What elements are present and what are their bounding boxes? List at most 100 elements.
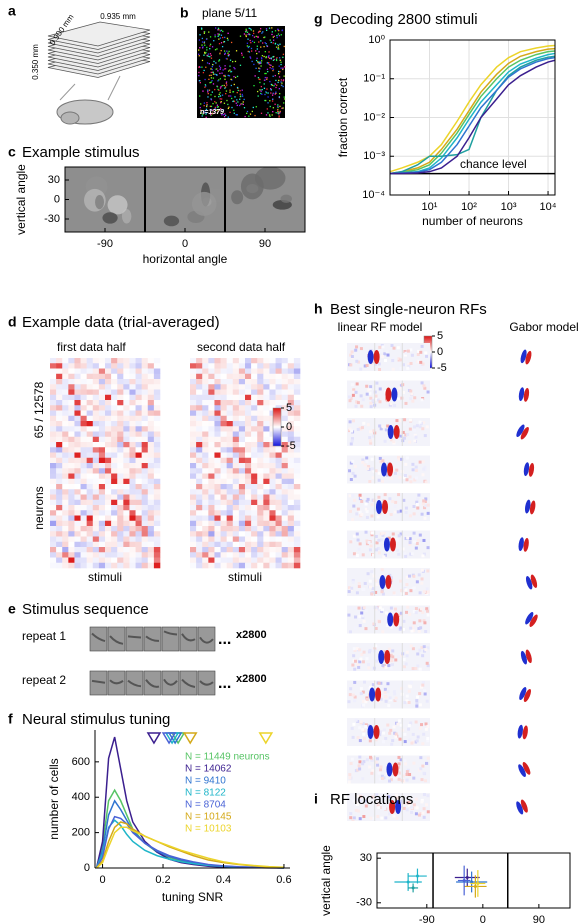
rf-noise — [379, 765, 383, 769]
rf-noise — [415, 502, 419, 506]
rf-noise — [422, 807, 426, 811]
heatmap-cell — [141, 547, 149, 553]
rf-noise — [426, 613, 430, 617]
cell-dot — [218, 38, 220, 40]
heatmap-cell — [141, 452, 149, 459]
gabor-lobe — [525, 612, 534, 625]
rf-noise — [391, 367, 395, 371]
rf-noise — [382, 531, 386, 535]
heatmap-cell — [293, 484, 301, 490]
heatmap-cell — [68, 547, 75, 553]
heatmap-cell — [257, 562, 264, 569]
rf-noise — [358, 817, 362, 821]
cell-dot — [205, 66, 207, 68]
heatmap-cell — [147, 421, 155, 427]
heatmap-cell — [111, 447, 118, 453]
cell-dot — [239, 93, 241, 95]
heatmap-cell — [281, 452, 289, 459]
rf-noise — [377, 551, 381, 555]
heatmap-cell — [56, 394, 63, 401]
cell-dot — [257, 76, 260, 79]
rf-noise — [414, 468, 418, 472]
heatmap-cell — [111, 557, 118, 564]
heatmap-cell — [226, 400, 234, 406]
rf-noise — [414, 465, 418, 469]
rf-noise — [365, 456, 369, 460]
stimulus-texture — [163, 215, 180, 227]
cell-dot — [280, 63, 282, 66]
cell-dot — [249, 39, 251, 42]
rf-noise — [374, 534, 378, 538]
ellipsis: ... — [218, 631, 231, 648]
heatmap-cell — [287, 436, 295, 443]
heatmap-cell — [287, 368, 295, 375]
heatmap-cell — [86, 421, 94, 427]
heatmap-cell — [80, 536, 87, 543]
y-tick-label: -30 — [44, 213, 60, 225]
heatmap-cell — [92, 536, 100, 543]
rf-noise — [405, 650, 409, 654]
heatmap-cell — [153, 421, 161, 427]
heatmap-cell — [123, 384, 130, 390]
rf-noise — [381, 740, 385, 744]
stimulus-frame — [197, 626, 216, 652]
cell-dot — [276, 34, 278, 37]
heatmap-cell — [117, 562, 124, 569]
heatmap-cell — [50, 363, 57, 369]
heatmap-cell — [56, 505, 63, 511]
heatmap-cell — [50, 373, 57, 380]
cell-dot — [278, 116, 280, 118]
heatmap-cell — [287, 457, 295, 464]
heatmap-cell — [117, 447, 124, 453]
heatmap-cell — [232, 468, 240, 474]
heatmap-cell — [208, 384, 215, 390]
cell-dot — [272, 36, 274, 38]
rf-noise — [403, 759, 407, 763]
heatmap-cell — [220, 484, 227, 490]
heatmap-cell — [62, 457, 69, 464]
rf-noise — [398, 437, 402, 441]
cell-dot — [219, 87, 222, 89]
heatmap-cell — [117, 484, 124, 490]
cell-dot — [219, 72, 221, 75]
heatmap-cell — [232, 436, 240, 443]
heatmap-cell — [226, 415, 234, 422]
heatmap-cell — [214, 557, 221, 564]
heatmap-cell — [135, 447, 142, 453]
cell-dot — [264, 42, 266, 44]
cell-dot — [218, 93, 220, 96]
cell-dot — [211, 80, 213, 82]
heatmap-cell — [117, 499, 124, 506]
heatmap-cell — [135, 536, 142, 543]
heatmap-cell — [232, 363, 240, 369]
cell-dot — [262, 31, 264, 33]
rf-noise — [369, 405, 373, 409]
gabor-lobe — [520, 650, 528, 665]
panel-title: Stimulus sequence — [22, 601, 149, 618]
heatmap-cell — [141, 489, 149, 495]
rf-noise — [423, 516, 427, 520]
rf-noise — [409, 480, 413, 484]
rf-noise — [351, 419, 355, 423]
gabor-model — [518, 762, 531, 777]
heatmap-cell — [105, 368, 112, 375]
heatmap-cell — [287, 431, 295, 438]
cell-dot — [217, 27, 220, 30]
cell-dot — [273, 35, 276, 37]
heatmap-cell — [281, 400, 289, 406]
heatmap-cell — [74, 415, 81, 422]
rf-noise — [419, 538, 423, 542]
heatmap-cell — [208, 457, 215, 464]
rf-noise — [393, 699, 397, 703]
heatmap-cell — [190, 463, 197, 469]
heatmap-cell — [62, 384, 69, 390]
heatmap-cell — [123, 379, 130, 385]
cell-dot — [280, 34, 282, 36]
heatmap-cell — [251, 363, 258, 369]
heatmap-cell — [117, 405, 124, 411]
cell-dot — [227, 55, 230, 57]
cell-dot — [272, 66, 274, 68]
heatmap-cell — [123, 452, 130, 459]
heatmap-cell — [111, 562, 118, 569]
heatmap-cell — [123, 499, 130, 506]
